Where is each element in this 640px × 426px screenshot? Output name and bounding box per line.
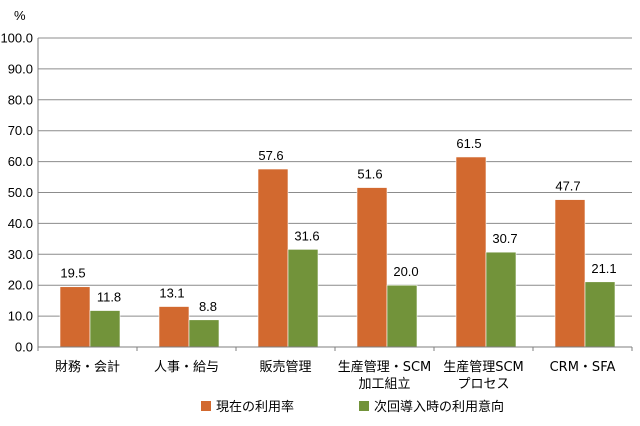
bar-current-1	[158, 306, 190, 348]
bar-next-0	[89, 310, 121, 348]
legend-swatch	[201, 401, 211, 411]
legend-label: 次回導入時の利用意向	[374, 399, 504, 415]
data-label: 31.6	[294, 228, 319, 243]
x-category-label: 生産管理・SCM	[338, 359, 432, 375]
bars	[59, 156, 616, 348]
bar-current-4	[455, 156, 487, 348]
x-category-label: 人事・給与	[154, 360, 219, 375]
y-tick-label: 60.0	[8, 154, 33, 169]
gridlines	[38, 37, 632, 317]
data-label: 20.0	[393, 264, 418, 279]
data-label: 8.8	[199, 299, 217, 314]
bar-current-0	[59, 286, 91, 348]
data-label: 11.8	[97, 290, 121, 305]
y-tick-label: 30.0	[8, 247, 33, 262]
data-label: 21.1	[591, 261, 616, 276]
x-category-label: 加工組立	[358, 377, 410, 392]
y-tick-label: 50.0	[8, 185, 33, 200]
bar-next-2	[287, 249, 319, 348]
x-category-label: 販売管理	[259, 359, 311, 375]
data-label: 47.7	[555, 179, 580, 194]
bar-current-5	[554, 199, 586, 348]
bar-next-5	[584, 281, 616, 348]
data-label: 30.7	[492, 231, 517, 246]
legend-label: 現在の利用率	[216, 399, 294, 415]
data-label: 57.6	[258, 148, 283, 163]
y-axis-ticks: 0.0 10.0 20.0 30.0 40.0 50.0 60.0 70.0 80.0 90.0 1…	[0, 31, 33, 355]
y-tick-label: 20.0	[8, 278, 33, 293]
bar-next-1	[188, 319, 220, 348]
data-label: 51.6	[357, 167, 382, 182]
y-tick-label: 90.0	[8, 61, 33, 76]
bar-current-2	[257, 168, 289, 348]
data-label: 19.5	[60, 266, 85, 281]
legend-swatch	[359, 401, 369, 411]
x-category-label: CRM・SFA	[550, 360, 616, 375]
legend: 現在の利用率 次回導入時の利用意向	[201, 399, 504, 415]
bar-current-3	[356, 187, 388, 348]
x-category-label: 生産管理SCM	[443, 359, 524, 375]
y-tick-label: 100.0	[0, 31, 33, 46]
y-tick-label: 0.0	[15, 340, 33, 355]
data-label: 13.1	[159, 286, 184, 301]
y-tick-label: 40.0	[8, 216, 33, 231]
data-label: 61.5	[456, 136, 481, 151]
x-category-label: 財務・会計	[55, 359, 120, 375]
x-category-label: プロセス	[457, 377, 509, 392]
axes	[37, 38, 633, 351]
y-axis-unit-label: %	[14, 8, 26, 23]
y-tick-label: 80.0	[8, 92, 33, 107]
x-axis-categories: 財務・会計 人事・給与 販売管理 生産管理・SCM 加工組立 生産管理SCM プロセス CRM…	[55, 359, 615, 392]
bar-next-4	[485, 251, 517, 348]
y-tick-label: 70.0	[8, 123, 33, 138]
data-labels: 19.5 11.8 13.1 8.8 57.6 31.6 51.6 20.0 61.5 30.7 4…	[60, 136, 616, 314]
bar-next-3	[386, 284, 418, 348]
y-tick-label: 10.0	[8, 309, 33, 324]
